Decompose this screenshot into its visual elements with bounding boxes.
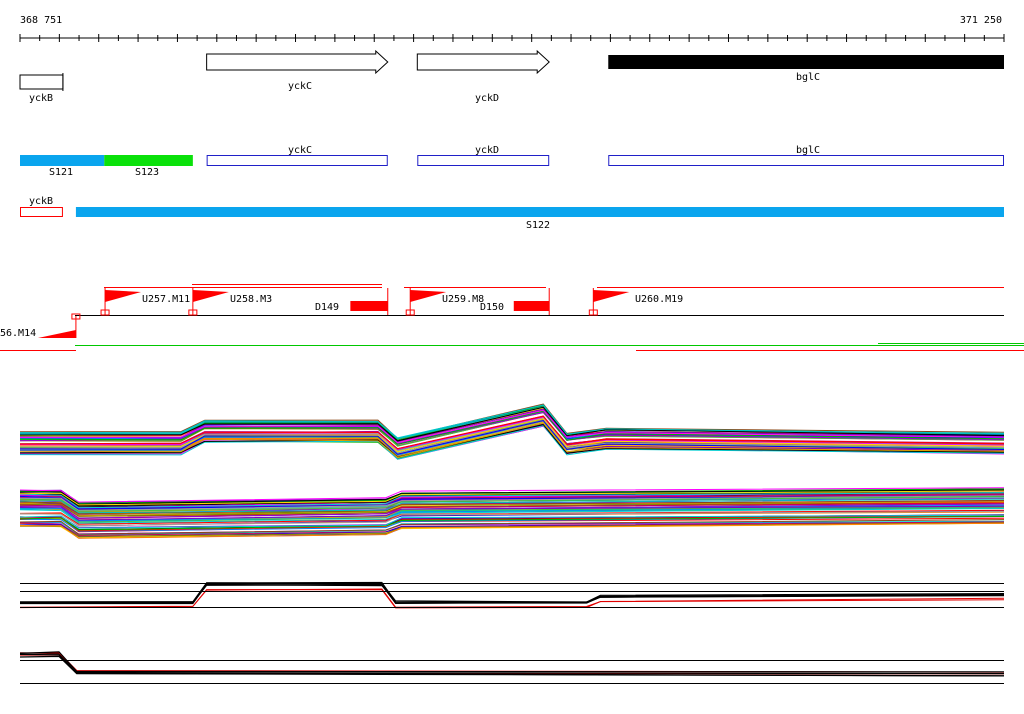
- profile-line: [19, 495, 1005, 512]
- profile-line: [19, 589, 1005, 609]
- gene-yckB: [19, 74, 64, 90]
- profile-line: [19, 581, 1005, 603]
- promoter-marker: [71, 313, 81, 320]
- gene-label-yckD: yckD: [475, 93, 499, 104]
- expression-profiles-group-a: [19, 403, 1005, 460]
- profile-line: [19, 409, 1005, 444]
- segment-label-S121: S121: [49, 167, 73, 178]
- segment-S123: [104, 155, 193, 166]
- profile-line: [19, 498, 1005, 514]
- profile-line: [19, 415, 1005, 450]
- gene-outline-yckC: [206, 155, 388, 166]
- promoter-label-U259: U259.M8: [442, 294, 484, 305]
- promoter-label-U257: U257.M11: [142, 294, 190, 305]
- profile-line: [19, 489, 1005, 505]
- gene-yckD: [416, 49, 550, 75]
- profile-line: [19, 653, 1005, 677]
- profile-line: [19, 406, 1005, 442]
- terminator-D150: [513, 301, 550, 311]
- gene-label-yckC: yckC: [288, 81, 312, 92]
- outline-label-yckC: yckC: [288, 145, 312, 156]
- promoter-label-U260: U260.M19: [635, 294, 683, 305]
- gene-label-yckB: yckB: [29, 93, 53, 104]
- terminator-label-D149: D149: [315, 302, 339, 313]
- ruler-ticks: [19, 34, 1005, 42]
- promoter-label-M14: 56.M14: [0, 328, 36, 339]
- segment-S121: [20, 155, 105, 166]
- promoter-marker: [188, 309, 198, 316]
- gene-bglC: [608, 55, 1004, 69]
- segment-label-S122: S122: [526, 220, 550, 231]
- profile-line: [19, 519, 1005, 535]
- profile-line: [19, 404, 1005, 440]
- profile-line: [19, 508, 1005, 524]
- profile-line: [20, 583, 1005, 605]
- outline-label-yckD: yckD: [475, 145, 499, 156]
- expression-profiles-group-d: [19, 651, 1005, 684]
- profile-line: [19, 492, 1005, 509]
- gene-outline-bglC: [608, 155, 1004, 166]
- profile-line: [19, 652, 1005, 673]
- promoter-label-U258: U258.M3: [230, 294, 272, 305]
- profile-line: [19, 424, 1005, 460]
- promoter-U260.M19: [593, 290, 630, 302]
- profile-line: [19, 522, 1005, 539]
- coordinate-ruler: 368 751 371 250: [19, 15, 1005, 42]
- profile-line: [19, 410, 1005, 445]
- profile-line: [19, 490, 1005, 506]
- expression-profiles-group-c: [19, 581, 1005, 609]
- profile-line: [19, 422, 1005, 458]
- promoter-U259.M8: [410, 290, 447, 302]
- outline-label-yckB: yckB: [29, 196, 53, 207]
- ruler-start-label: 368 751: [20, 15, 62, 26]
- segment-track-2: yckB S122: [20, 196, 1004, 231]
- profile-line: [19, 418, 1005, 453]
- promoter-U258.M3: [192, 290, 229, 302]
- segment-label-S123: S123: [135, 167, 159, 178]
- profile-line: [19, 487, 1005, 503]
- profile-line: [19, 495, 1005, 510]
- profile-line: [19, 509, 1005, 525]
- profile-line: [19, 490, 1005, 507]
- promoter-marker: [588, 309, 598, 316]
- profile-line: [19, 514, 1005, 529]
- gene-outline-yckB: [20, 207, 63, 217]
- expression-profiles-group-b: [19, 487, 1005, 539]
- profile-line: [19, 495, 1005, 512]
- profile-line: [19, 510, 1005, 527]
- regulatory-feature-track: U257.M11 U258.M3 U259.M8 U260.M19 56.M14…: [0, 284, 1024, 351]
- promoter-U257.M11: [105, 290, 142, 302]
- profile-line: [19, 419, 1005, 454]
- profile-line: [19, 419, 1005, 455]
- segment-track-1: S121 S123 yckC yckD bglC: [20, 145, 1004, 178]
- profile-line: [19, 651, 1005, 673]
- segment-S122: [75, 207, 1004, 217]
- outline-label-bglC: bglC: [796, 145, 820, 156]
- profile-line: [19, 515, 1005, 532]
- promoter-marker: [405, 309, 415, 316]
- terminator-label-D150: D150: [480, 302, 504, 313]
- profile-line: [19, 505, 1005, 521]
- gene-outline-yckD: [417, 155, 550, 166]
- gene-label-bglC: bglC: [796, 72, 820, 83]
- ruler-end-label: 371 250: [960, 15, 1002, 26]
- gene-annotation-track: yckB yckC yckD bglC: [19, 49, 1004, 104]
- profile-line: [19, 501, 1005, 517]
- promoter-marker: [100, 309, 110, 316]
- gene-yckC: [206, 49, 389, 75]
- profile-line: [19, 499, 1005, 515]
- terminator-D149: [350, 301, 388, 311]
- promoter-56.M14: [37, 330, 76, 338]
- profile-line: [19, 516, 1005, 531]
